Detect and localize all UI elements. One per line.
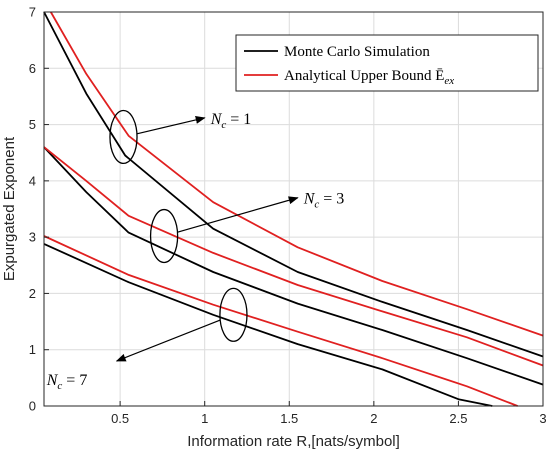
y-tick-label: 1 (29, 342, 36, 357)
annotation-arrow (115, 319, 221, 362)
plot-frame (43, 11, 544, 407)
series-lines (43, 11, 544, 407)
group-ellipse (219, 287, 248, 342)
legend-label: Monte Carlo Simulation (284, 44, 430, 60)
x-tick-label: 1 (201, 411, 208, 426)
series-line-upper-bound-nc-3 (43, 146, 544, 367)
y-tick-label: 0 (29, 399, 36, 414)
series-line-monte-carlo-nc-1 (43, 11, 544, 358)
annotation-label-nc: Nc = 1 (210, 111, 252, 131)
y-axis-label: Expurgated Exponent (1, 136, 18, 281)
x-axis-label: Information rate R,[nats/symbol] (187, 433, 400, 450)
annotations: Nc = 1 Nc = 3 Nc = 7 (46, 109, 345, 392)
series-line-monte-carlo-nc-3 (43, 146, 544, 386)
x-tick-label: 2 (370, 411, 377, 426)
y-tick-label: 5 (29, 117, 36, 132)
series-line-upper-bound-nc-1 (50, 11, 544, 337)
x-tick-label: 1.5 (280, 411, 298, 426)
x-tick-label: 2.5 (449, 411, 467, 426)
axis-ticks: 0.5 1 1.5 2 2.5 3 0 1 2 3 4 5 6 7 (29, 5, 547, 427)
annotation-arrow (177, 196, 299, 233)
legend-box (235, 34, 539, 92)
group-ellipse (109, 109, 138, 165)
y-tick-label: 6 (29, 61, 36, 76)
y-tick-label: 3 (29, 230, 36, 245)
annotation-arrow (136, 115, 206, 135)
y-tick-label: 2 (29, 286, 36, 301)
legend-label: Analytical Upper Bound Ēex (284, 68, 454, 87)
series-line-upper-bound-nc-7 (43, 235, 518, 407)
x-tick-label: 3 (539, 411, 546, 426)
annotation-label-nc: Nc = 3 (303, 191, 345, 211)
series-line-monte-carlo-nc-7 (43, 243, 493, 407)
annotation-label-nc: Nc = 7 (46, 372, 88, 392)
group-ellipse (149, 208, 179, 264)
y-tick-label: 7 (29, 5, 36, 20)
y-tick-label: 4 (29, 173, 36, 188)
legend: Monte Carlo Simulation Analytical Upper B… (235, 34, 539, 92)
x-tick-label: 0.5 (111, 411, 129, 426)
